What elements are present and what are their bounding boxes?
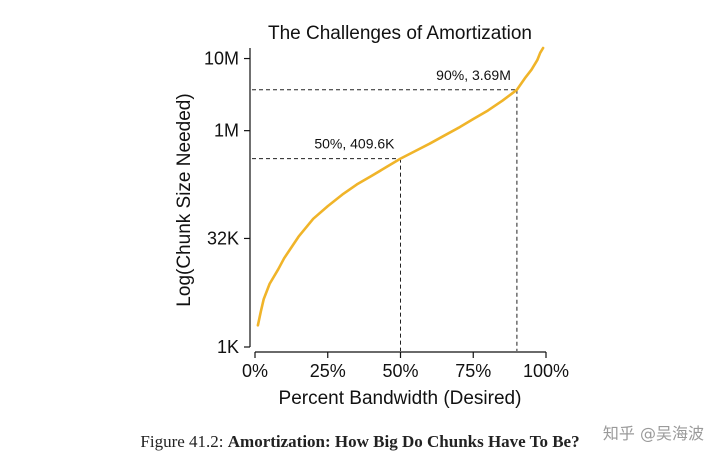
series-line bbox=[256, 46, 545, 327]
y-tick-label: 10M bbox=[204, 49, 239, 69]
x-tick-label: 0% bbox=[242, 361, 268, 381]
y-axis-label: Log(Chunk Size Needed) bbox=[174, 93, 195, 306]
y-tick-label: 1M bbox=[214, 121, 239, 141]
x-tick-label: 75% bbox=[455, 361, 491, 381]
chart-title: The Challenges of Amortization bbox=[268, 23, 532, 44]
plot-layer: 0% 25% 50% 75% 100% 1K 32K 1M 10M 50%, 409.6K 90%,… bbox=[204, 46, 569, 381]
caption-prefix: Figure 41.2: bbox=[140, 432, 228, 451]
watermark: 知乎 @吴海波 bbox=[602, 424, 704, 443]
x-tick-label: 100% bbox=[523, 361, 569, 381]
x-tick-label: 50% bbox=[382, 361, 418, 381]
figure-caption: Figure 41.2: Amortization: How Big Do Ch… bbox=[0, 432, 720, 452]
caption-title: Amortization: How Big Do Chunks Have To … bbox=[227, 432, 580, 451]
x-tick-label: 25% bbox=[310, 361, 346, 381]
x-axis-label: Percent Bandwidth (Desired) bbox=[279, 388, 522, 409]
y-tick-label: 1K bbox=[217, 337, 239, 357]
y-tick-label: 32K bbox=[207, 228, 239, 248]
annotation-label: 90%, 3.69M bbox=[436, 67, 511, 83]
annotation-label: 50%, 409.6K bbox=[314, 136, 395, 152]
